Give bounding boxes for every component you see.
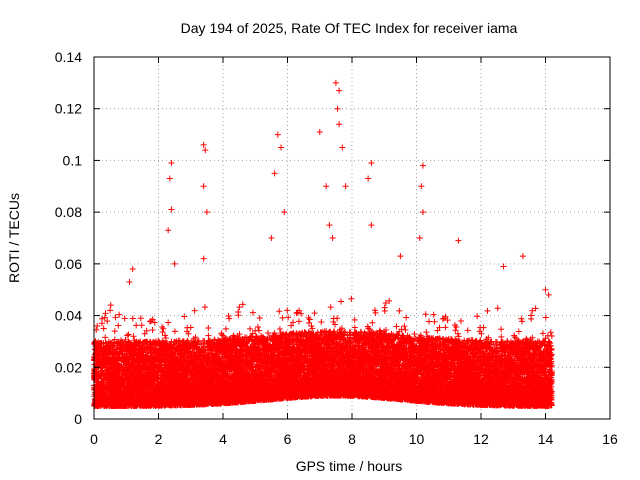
data-point [149,326,156,333]
data-point [181,313,188,320]
data-point [112,314,119,321]
data-point [171,328,178,335]
grid-lines [94,57,610,419]
data-point [249,309,256,316]
data-point [235,312,242,319]
data-points [91,79,555,410]
data-point [239,301,246,308]
data-point [222,325,229,332]
data-point [236,304,243,311]
data-point [101,314,108,321]
data-point [138,322,145,329]
data-point [102,310,109,317]
data-point [102,334,109,341]
data-point [129,315,136,322]
data-point [137,315,144,322]
data-point [115,322,122,329]
data-point [116,311,123,318]
data-point [111,328,118,335]
data-point [133,322,140,329]
data-point [121,315,128,322]
data-point [98,320,105,327]
data-point [165,319,172,326]
data-point [187,324,194,331]
data-point [201,304,208,311]
data-point [107,302,114,309]
data-point [205,325,212,332]
data-point [191,307,198,314]
data-point [104,318,111,325]
